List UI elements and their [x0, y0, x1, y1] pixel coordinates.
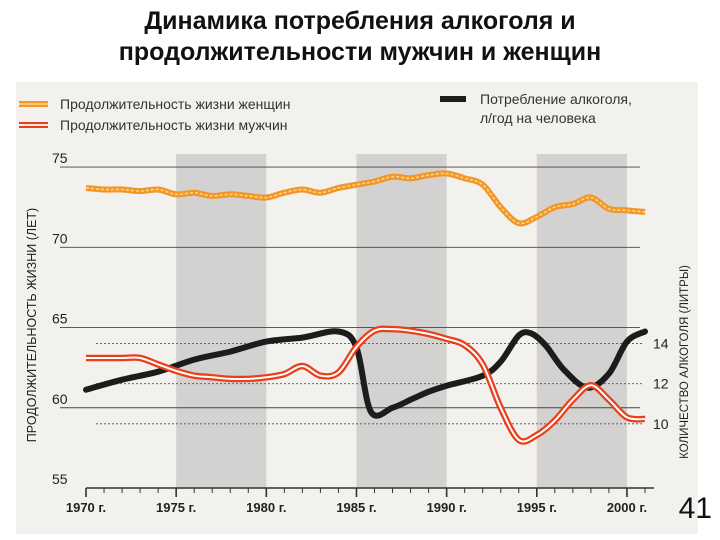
x-tick-label: 1980 г.: [246, 500, 286, 515]
right-tick-label: 12: [653, 376, 669, 392]
left-tick-label: 55: [52, 471, 68, 487]
slide-title-line1: Динамика потребления алкоголя и: [144, 7, 576, 35]
right-axis-ticks: 10 12 14: [653, 336, 669, 432]
left-tick-label: 60: [52, 391, 68, 407]
left-axis-ticks: 55 60 65 70 75: [52, 150, 68, 487]
right-tick-label: 10: [653, 416, 669, 432]
legend-label-men: Продолжительность жизни мужчин: [60, 117, 288, 133]
left-tick-label: 70: [52, 230, 68, 246]
series-line-women-texture: [85, 172, 646, 225]
series-line-alcohol: [83, 328, 648, 419]
chart-photo: Продолжительность жизни женщин Продолжит…: [16, 82, 698, 534]
x-tick-label: 1970 г.: [66, 500, 106, 515]
series-lines: [83, 170, 648, 445]
left-tick-label: 75: [52, 150, 68, 166]
legend: Продолжительность жизни женщин Продолжит…: [19, 91, 632, 133]
legend-label-alcohol-line2: л/год на человека: [480, 110, 596, 126]
left-tick-label: 65: [52, 311, 68, 327]
x-tick-label: 1975 г.: [156, 500, 196, 515]
chart: Продолжительность жизни женщин Продолжит…: [19, 91, 691, 515]
slide-title-line2: продолжительности мужчин и женщин: [118, 38, 602, 66]
legend-label-women: Продолжительность жизни женщин: [60, 96, 290, 112]
legend-label-alcohol-line1: Потребление алкоголя,: [480, 91, 632, 107]
x-tick-label: 1990 г.: [427, 500, 467, 515]
x-tick-label: 1995 г.: [517, 500, 557, 515]
y-axis-title-left: ПРОДОЛЖИТЕЛЬНОСТЬ ЖИЗНИ (ЛЕТ): [25, 208, 39, 442]
x-tick-label: 2000 г.: [607, 500, 647, 515]
page-number: 41: [678, 492, 712, 525]
shaded-period-2: [536, 154, 627, 488]
shaded-period-1: [356, 154, 447, 488]
x-tick-label: 1985 г.: [336, 500, 376, 515]
slide-title: Динамика потребления алкоголя и продолжи…: [0, 6, 720, 68]
shaded-period-0: [176, 154, 267, 488]
right-tick-label: 14: [653, 336, 669, 352]
x-axis: 1970 г. 1975 г. 1980 г. 1985 г. 1990 г. 1995 …: [66, 487, 654, 515]
series-line-men-core: [86, 327, 646, 443]
y-axis-title-right: КОЛИЧЕСТВО АЛКОГОЛЯ (ЛИТРЫ): [679, 265, 691, 459]
